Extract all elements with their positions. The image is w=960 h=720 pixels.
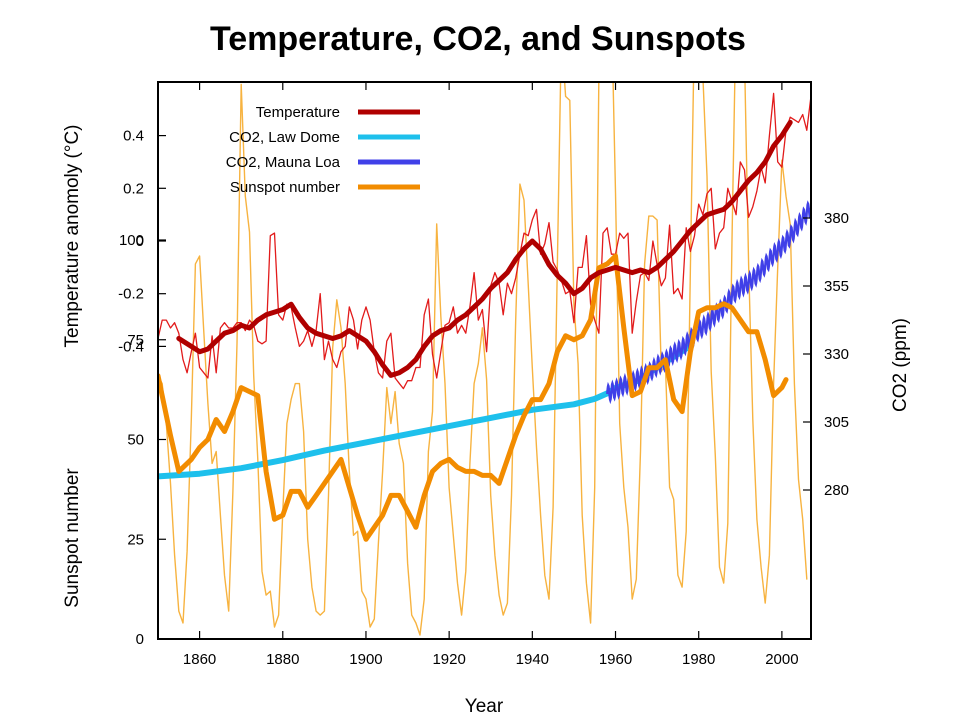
plot-frame bbox=[157, 81, 812, 640]
series-temperature bbox=[176, 119, 793, 378]
x-tick-label: 1940 bbox=[516, 651, 549, 668]
sunspot-axis-label: Sunspot number bbox=[62, 468, 83, 608]
temperature-tick-label: 0.4 bbox=[123, 128, 144, 145]
temperature-tick-label: 0 bbox=[136, 233, 144, 250]
legend-label-co2-law-dome: CO2, Law Dome bbox=[229, 129, 340, 146]
x-tick-label: 1860 bbox=[183, 651, 216, 668]
temperature-tick-label: -0.4 bbox=[118, 338, 144, 355]
x-axis-label: Year bbox=[465, 696, 504, 717]
sunspot-tick-label: 75 bbox=[127, 332, 144, 349]
series-sunspot-number-annual bbox=[158, 82, 808, 636]
series-co2-law-dome bbox=[158, 342, 694, 480]
x-tick-label: 1960 bbox=[599, 651, 632, 668]
legend-label-sunspot-number: Sunspot number bbox=[230, 179, 340, 196]
series-co2-mauna-loa bbox=[606, 200, 811, 405]
x-tick-label: 1920 bbox=[432, 651, 465, 668]
legend-label-co2-mauna-loa: CO2, Mauna Loa bbox=[226, 154, 341, 171]
series-temperature-annual bbox=[158, 92, 811, 390]
co2-axis-label: CO2 (ppm) bbox=[890, 318, 911, 412]
co2-tick-label: 355 bbox=[824, 278, 849, 295]
series-sunspot-number bbox=[158, 253, 789, 542]
temperature-tick-label: -0.2 bbox=[118, 286, 144, 303]
chart-title: Temperature, CO2, and Sunspots bbox=[210, 20, 746, 58]
sunspot-tick-label: 0 bbox=[136, 631, 144, 648]
x-tick-label: 1900 bbox=[349, 651, 382, 668]
sunspot-tick-label: 25 bbox=[127, 531, 144, 548]
co2-tick-label: 305 bbox=[824, 414, 849, 431]
co2-tick-label: 280 bbox=[824, 482, 849, 499]
ticks-layer: 1860 1880 1900 1920 1940 1960 1980 2000 -0.4 -0.2… bbox=[118, 82, 849, 668]
temperature-tick-label: 0.2 bbox=[123, 180, 144, 197]
series-layer bbox=[158, 82, 811, 636]
sunspot-tick-label: 50 bbox=[127, 432, 144, 449]
legend-label-temperature: Temperature bbox=[256, 104, 340, 121]
x-tick-label: 1880 bbox=[266, 651, 299, 668]
temperature-axis-label: Temperature anomoly (°C) bbox=[62, 124, 83, 347]
legend: Temperature CO2, Law Dome CO2, Mauna Loa… bbox=[226, 104, 420, 196]
x-tick-label: 1980 bbox=[682, 651, 715, 668]
sunspot-tick-label: 100 bbox=[119, 232, 144, 249]
x-tick-label: 2000 bbox=[765, 651, 798, 668]
co2-tick-label: 380 bbox=[824, 210, 849, 227]
co2-tick-label: 330 bbox=[824, 346, 849, 363]
